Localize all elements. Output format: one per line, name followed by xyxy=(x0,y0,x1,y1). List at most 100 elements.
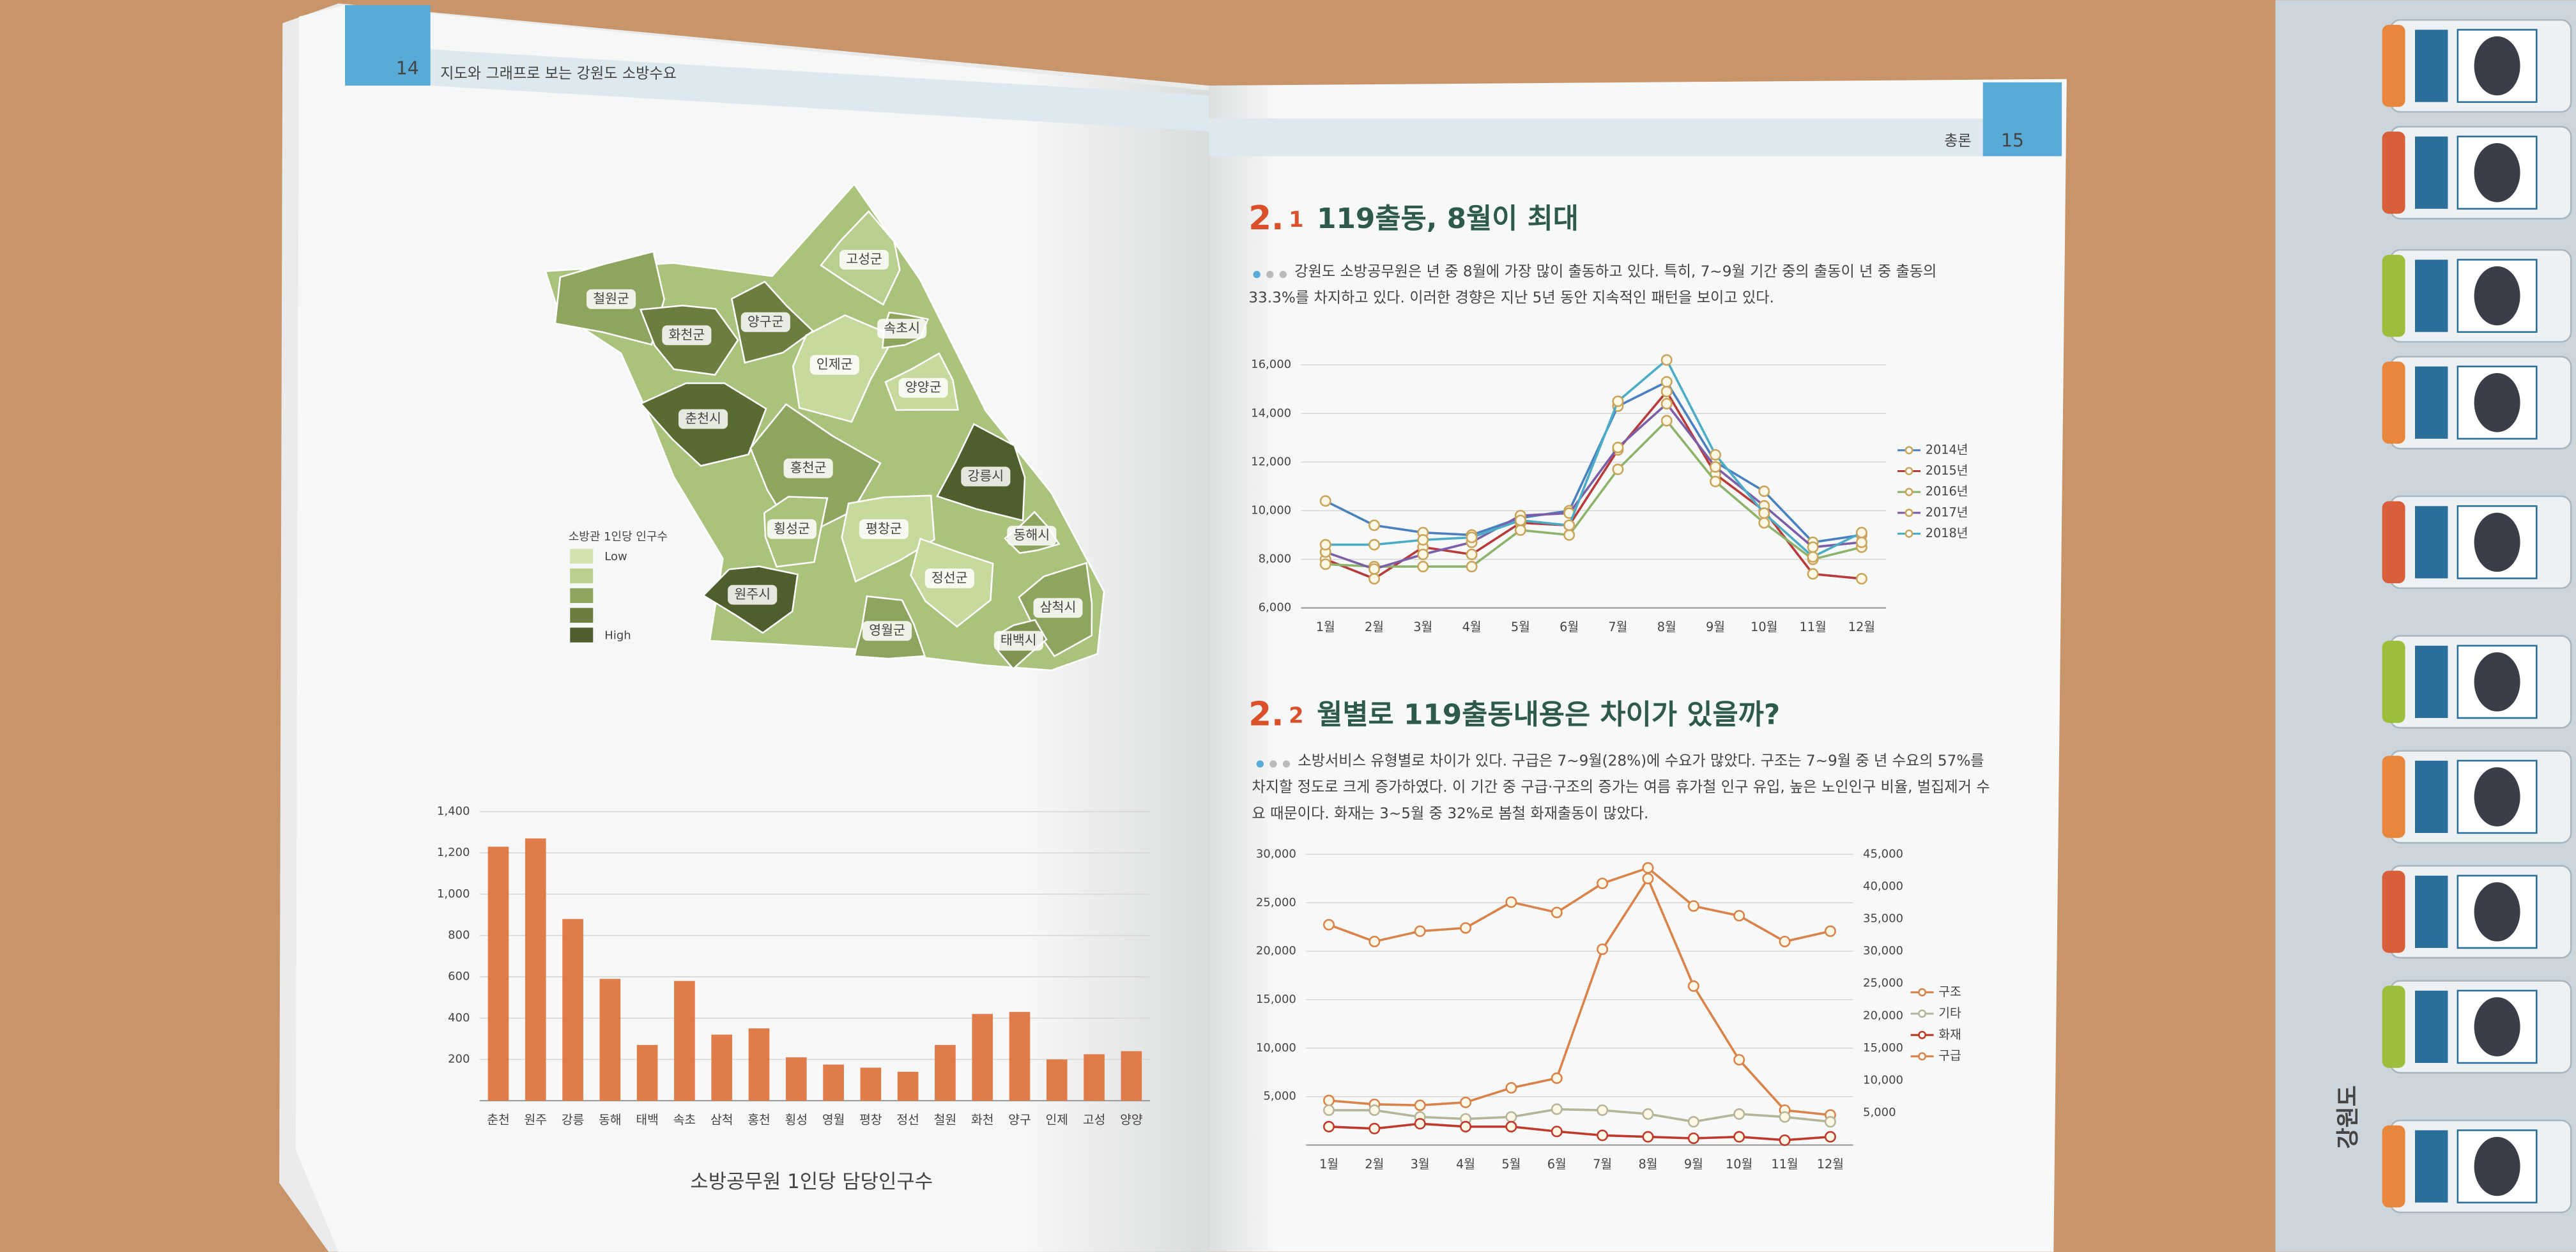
paragraph-box: 강원도 소방공무원은 년 중 8월에 가장 많이 출동하고 있다. 특히, 7~… xyxy=(1248,264,1936,307)
region-label-bg xyxy=(1033,598,1083,618)
point xyxy=(1466,531,1478,544)
y-tick-label: 800 xyxy=(448,929,470,942)
x-tick-label: 화천 xyxy=(971,1112,993,1127)
series-line xyxy=(1328,876,1831,1117)
x-tick-label: 9월 xyxy=(1706,620,1725,634)
paragraph-box: 소방서비스 유형별로 차이가 있다. 구급은 7~9월(28%)에 수요가 많았… xyxy=(1252,754,1989,823)
name-strip xyxy=(2415,990,2448,1063)
bar xyxy=(562,919,583,1101)
y2-tick-label: 20,000 xyxy=(1863,1009,1903,1022)
x-tick-label: 2월 xyxy=(1365,620,1384,634)
bar xyxy=(636,1044,658,1101)
x-tick-label: 11월 xyxy=(1799,620,1826,634)
bullet xyxy=(1256,760,1264,768)
point xyxy=(1505,1082,1517,1094)
y-tick-label: 15,000 xyxy=(1256,993,1296,1006)
x-tick-label: 9월 xyxy=(1684,1157,1703,1172)
portrait xyxy=(2474,36,2520,96)
bar xyxy=(711,1034,733,1101)
section-number: 2 xyxy=(1289,703,1303,728)
point xyxy=(1322,919,1335,931)
region-label-bg xyxy=(961,466,1011,487)
x-tick-label: 12월 xyxy=(1848,620,1875,634)
region-label: 삼척시 xyxy=(1040,600,1077,615)
legend-label: 2017년 xyxy=(1926,505,1968,519)
x-tick-label: 원주 xyxy=(525,1112,547,1127)
x-tick-label: 6월 xyxy=(1560,620,1579,634)
legend-swatch xyxy=(570,607,594,623)
y-tick-label: 1,200 xyxy=(437,846,470,859)
bar xyxy=(935,1044,956,1101)
portrait xyxy=(2474,266,2520,326)
region-label-bg xyxy=(767,519,816,539)
name-strip xyxy=(2415,136,2448,209)
region-label: 영월군 xyxy=(869,623,905,638)
point xyxy=(1368,538,1380,551)
point xyxy=(1855,536,1867,548)
region-label-bg xyxy=(993,630,1043,651)
x-tick-label: 4월 xyxy=(1462,620,1482,634)
org-label xyxy=(2382,1125,2405,1208)
org-label xyxy=(2382,986,2405,1068)
point xyxy=(1612,441,1624,454)
bar xyxy=(748,1028,770,1101)
point xyxy=(1551,1072,1563,1084)
region-label: 강릉시 xyxy=(967,468,1004,484)
point xyxy=(1824,1131,1836,1143)
bar xyxy=(972,1014,993,1101)
point xyxy=(1368,935,1381,947)
org-label xyxy=(2382,254,2405,337)
legend-label: 구조 xyxy=(1938,984,1961,999)
section-number: 1 xyxy=(1289,206,1303,231)
point xyxy=(1758,507,1770,519)
x-tick-label: 정선 xyxy=(896,1112,919,1127)
region-label-bg xyxy=(1007,526,1057,546)
region-label: 평창군 xyxy=(866,521,902,536)
name-strip xyxy=(2415,506,2448,579)
series-line xyxy=(1325,402,1862,570)
x-tick-label: 속초 xyxy=(673,1112,696,1127)
point xyxy=(1687,980,1699,992)
region-label-bg xyxy=(924,569,974,588)
legend-label: 2016년 xyxy=(1926,484,1968,499)
region-label: 횡성군 xyxy=(774,521,810,536)
region-label-bg xyxy=(662,325,712,346)
point xyxy=(1319,495,1331,507)
series-line xyxy=(1328,866,1831,943)
bar xyxy=(1121,1051,1142,1101)
bar xyxy=(599,979,621,1101)
y2-tick-label: 25,000 xyxy=(1863,977,1903,990)
y-tick-label: 400 xyxy=(448,1011,470,1025)
page-tab xyxy=(1982,82,2062,156)
x-tick-label: 고성 xyxy=(1083,1112,1105,1127)
point xyxy=(1597,877,1609,889)
name-strip xyxy=(2415,366,2448,439)
legend-label: 구급 xyxy=(1938,1048,1961,1063)
point xyxy=(1660,354,1673,366)
legend-low: Low xyxy=(604,550,627,563)
x-tick-label: 3월 xyxy=(1411,1157,1430,1172)
portrait xyxy=(2474,512,2520,572)
portrait xyxy=(2474,143,2520,202)
region-label: 인제군 xyxy=(816,356,853,372)
point xyxy=(1807,541,1819,553)
point xyxy=(1414,1118,1426,1130)
legend-marker xyxy=(1918,1052,1927,1061)
legend-label: 2014년 xyxy=(1926,442,1968,457)
point xyxy=(1779,1134,1791,1146)
point xyxy=(1563,529,1575,541)
section-heading: 2. 1 119출동, 8월이 최대 xyxy=(1248,199,1579,238)
point xyxy=(1514,524,1526,536)
org-chart xyxy=(2382,19,2572,1214)
legend-marker xyxy=(1918,988,1927,996)
chart: 6,000 8,000 10,000 12,000 14,000 16,000 1월 2월 3월… xyxy=(1251,354,1968,634)
point xyxy=(1505,1120,1517,1133)
x-tick-label: 평창 xyxy=(859,1112,882,1127)
point xyxy=(1660,386,1673,398)
bullet xyxy=(1269,760,1277,768)
point xyxy=(1733,1054,1745,1066)
legend-label: 2015년 xyxy=(1926,463,1968,478)
x-tick-label: 11월 xyxy=(1771,1157,1798,1172)
region-label-bg xyxy=(740,312,790,332)
point xyxy=(1551,1126,1563,1138)
